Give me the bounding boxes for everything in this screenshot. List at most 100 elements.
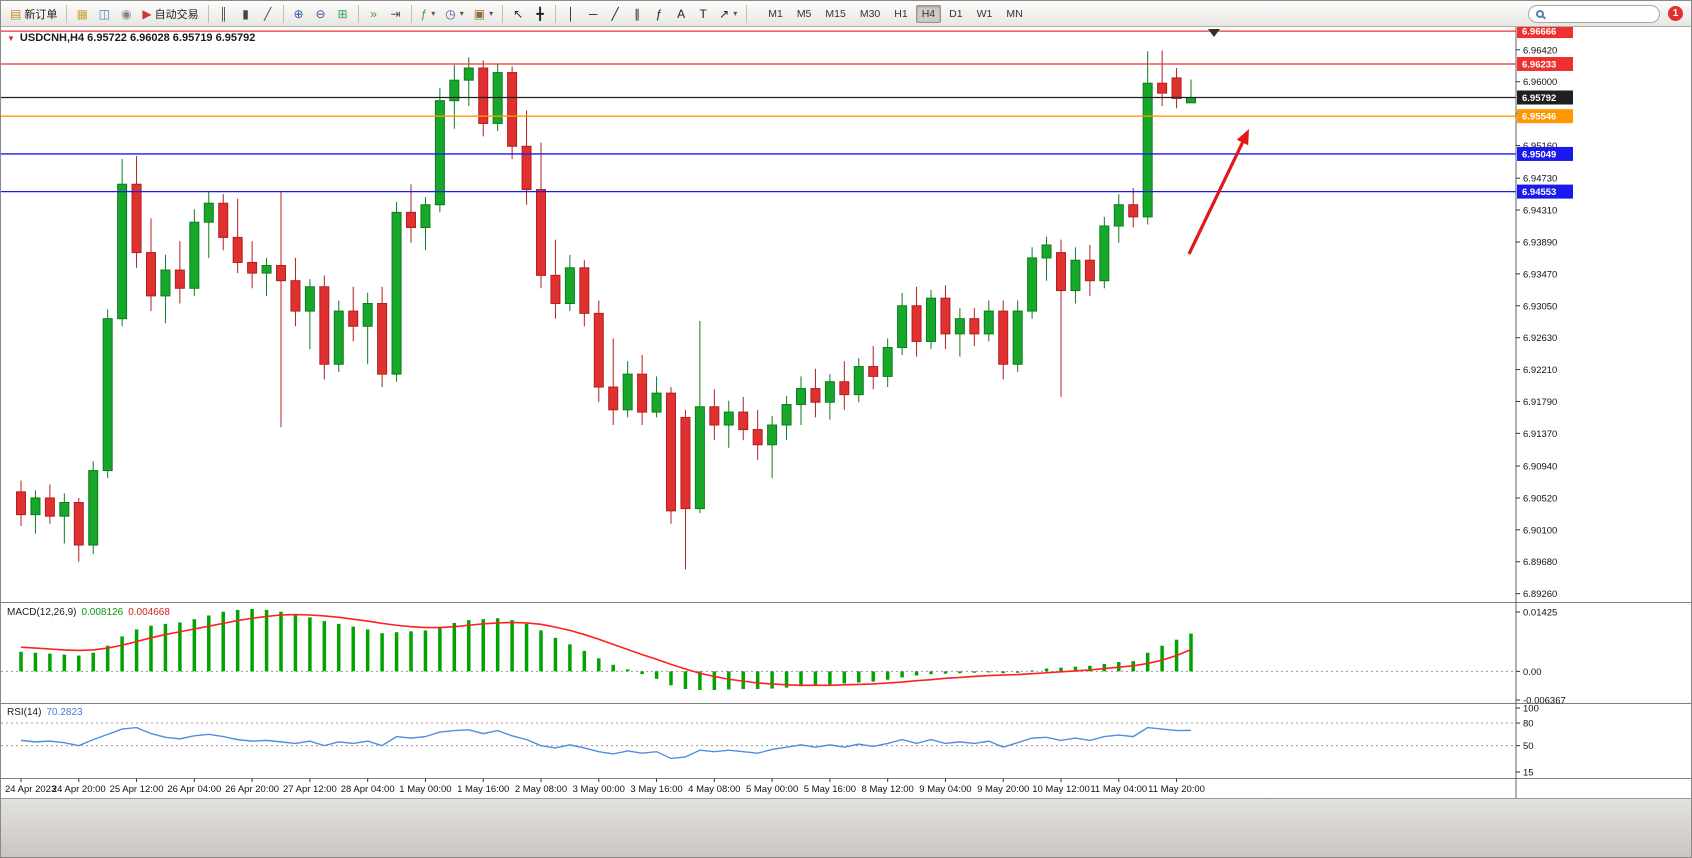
svg-text:100: 100 bbox=[1523, 704, 1539, 715]
svg-text:24 Apr 20:00: 24 Apr 20:00 bbox=[52, 784, 106, 795]
auto-trading-button-label: 自动交易 bbox=[154, 8, 199, 21]
search-icon bbox=[1536, 9, 1544, 18]
svg-text:28 Apr 04:00: 28 Apr 04:00 bbox=[341, 784, 395, 795]
arrows-button[interactable]: ↗ ▾ bbox=[715, 4, 741, 24]
auto-trading-icon: ▶ bbox=[142, 6, 152, 21]
horizontal-lines[interactable] bbox=[1, 30, 1516, 193]
search-input[interactable] bbox=[1549, 6, 1649, 21]
charts-icon: ▦ bbox=[76, 6, 89, 21]
vertical-line-icon: │ bbox=[567, 6, 575, 21]
chart-shift-button[interactable]: ⇥ bbox=[386, 4, 406, 24]
svg-text:6.90100: 6.90100 bbox=[1523, 525, 1557, 536]
profiles-button[interactable]: ◫ bbox=[94, 4, 114, 24]
zoom-in-button[interactable]: ⊕ bbox=[289, 4, 309, 24]
svg-text:10 May 12:00: 10 May 12:00 bbox=[1032, 784, 1090, 795]
trend-arrow[interactable] bbox=[1187, 129, 1249, 255]
svg-text:8 May 12:00: 8 May 12:00 bbox=[862, 784, 914, 795]
search-box[interactable] bbox=[1528, 4, 1660, 23]
toolbar-separator bbox=[282, 4, 284, 23]
zoom-in-icon: ⊕ bbox=[293, 6, 304, 21]
svg-text:6.96233: 6.96233 bbox=[1522, 59, 1556, 70]
trendline-button[interactable]: ╱ bbox=[605, 4, 625, 24]
templates-button[interactable]: ▣ ▾ bbox=[470, 4, 497, 24]
chart-shift-marker[interactable] bbox=[1208, 29, 1220, 37]
crosshair-button[interactable]: ╋ bbox=[530, 4, 550, 24]
text-icon: A bbox=[677, 6, 686, 21]
toolbar-separator bbox=[410, 4, 412, 23]
fibonacci-button[interactable]: ƒ bbox=[649, 4, 669, 24]
timeframe-d1[interactable]: D1 bbox=[949, 7, 963, 20]
timeframe-m1[interactable]: M1 bbox=[768, 7, 783, 20]
svg-text:6.89260: 6.89260 bbox=[1523, 589, 1557, 600]
timeframe-m5[interactable]: M5 bbox=[796, 7, 812, 20]
label-button[interactable]: T bbox=[693, 4, 713, 24]
auto-scroll-icon: » bbox=[370, 6, 377, 21]
rsi-axis-scale: 100 80 50 15 bbox=[1516, 704, 1539, 779]
svg-text:6.92630: 6.92630 bbox=[1523, 333, 1557, 344]
timeframe-w1[interactable]: W1 bbox=[976, 7, 993, 20]
channel-button[interactable]: ∥ bbox=[627, 4, 647, 24]
notification-badge[interactable]: 1 bbox=[1668, 6, 1683, 21]
bar-chart-type-button[interactable]: ║ bbox=[214, 4, 234, 24]
vertical-line-button[interactable]: │ bbox=[561, 4, 581, 24]
timeframe-mn[interactable]: MN bbox=[1006, 7, 1023, 20]
cursor-icon: ↖ bbox=[513, 6, 524, 21]
new-order-button-label: 新订单 bbox=[24, 8, 58, 21]
charts-button[interactable]: ▦ bbox=[72, 4, 92, 24]
svg-text:25 Apr 12:00: 25 Apr 12:00 bbox=[110, 784, 164, 795]
timeframe-h4[interactable]: H4 bbox=[915, 4, 942, 23]
cursor-button[interactable]: ↖ bbox=[508, 4, 528, 24]
timeframe-m15[interactable]: M15 bbox=[825, 7, 846, 20]
timeframe-m30[interactable]: M30 bbox=[859, 7, 881, 20]
svg-text:1 May 00:00: 1 May 00:00 bbox=[399, 784, 451, 795]
chevron-down-icon: ▾ bbox=[431, 9, 436, 18]
svg-text:6.89680: 6.89680 bbox=[1523, 557, 1557, 568]
svg-text:6.91790: 6.91790 bbox=[1523, 397, 1557, 408]
svg-text:9 May 04:00: 9 May 04:00 bbox=[919, 784, 971, 795]
svg-text:11 May 20:00: 11 May 20:00 bbox=[1148, 784, 1205, 795]
line-chart-type-button[interactable]: ╱ bbox=[258, 4, 278, 24]
new-order-icon: ▤ bbox=[10, 6, 22, 21]
tile-windows-button[interactable]: ⊞ bbox=[333, 4, 353, 24]
candlestick-type-button[interactable]: ▮ bbox=[236, 4, 256, 24]
svg-text:24 Apr 2023: 24 Apr 2023 bbox=[5, 784, 56, 795]
timeframe-h1[interactable]: H1 bbox=[894, 7, 908, 20]
text-button[interactable]: A bbox=[671, 4, 691, 24]
macd-axis-scale: 0.01425 0.00 -0.006367 bbox=[1516, 608, 1566, 707]
new-order-button[interactable]: ▤ 新订单 bbox=[6, 4, 61, 24]
zoom-out-button[interactable]: ⊖ bbox=[311, 4, 331, 24]
svg-text:3 May 16:00: 3 May 16:00 bbox=[630, 784, 682, 795]
indicators-button[interactable]: ƒ ▾ bbox=[417, 4, 440, 24]
svg-text:15: 15 bbox=[1523, 768, 1534, 779]
trendline-icon: ╱ bbox=[611, 6, 619, 21]
auto-scroll-button[interactable]: » bbox=[364, 4, 384, 24]
svg-text:0.01425: 0.01425 bbox=[1523, 608, 1557, 619]
auto-trading-button[interactable]: ▶ 自动交易 bbox=[138, 4, 202, 24]
fibonacci-icon: ƒ bbox=[655, 6, 663, 21]
horizontal-line-button[interactable]: ─ bbox=[583, 4, 603, 24]
periods-button[interactable]: ◷ ▾ bbox=[441, 4, 468, 24]
one-click-trading-icon[interactable]: ▼ bbox=[7, 33, 15, 43]
crosshair-icon: ╋ bbox=[536, 6, 544, 21]
svg-text:50: 50 bbox=[1523, 741, 1534, 752]
toolbar-right: 1 bbox=[1528, 4, 1687, 23]
svg-text:26 Apr 04:00: 26 Apr 04:00 bbox=[167, 784, 221, 795]
svg-text:6.95546: 6.95546 bbox=[1522, 112, 1556, 123]
toolbar-separator bbox=[502, 4, 504, 23]
profiles-icon: ◫ bbox=[98, 6, 111, 21]
channel-icon: ∥ bbox=[634, 6, 641, 21]
horizontal-line-icon: ─ bbox=[588, 6, 598, 21]
macd-signal-line bbox=[20, 613, 1192, 687]
svg-text:6.95792: 6.95792 bbox=[1522, 93, 1556, 104]
svg-text:5 May 00:00: 5 May 00:00 bbox=[746, 784, 798, 795]
svg-text:6.94553: 6.94553 bbox=[1522, 187, 1556, 198]
bar-chart-type-icon: ║ bbox=[219, 6, 228, 21]
svg-text:6.90520: 6.90520 bbox=[1523, 493, 1557, 504]
market-watch-button[interactable]: ◉ bbox=[116, 4, 136, 24]
svg-text:4 May 08:00: 4 May 08:00 bbox=[688, 784, 740, 795]
candlestick-type-icon: ▮ bbox=[242, 6, 249, 21]
chevron-down-icon: ▾ bbox=[459, 9, 464, 18]
